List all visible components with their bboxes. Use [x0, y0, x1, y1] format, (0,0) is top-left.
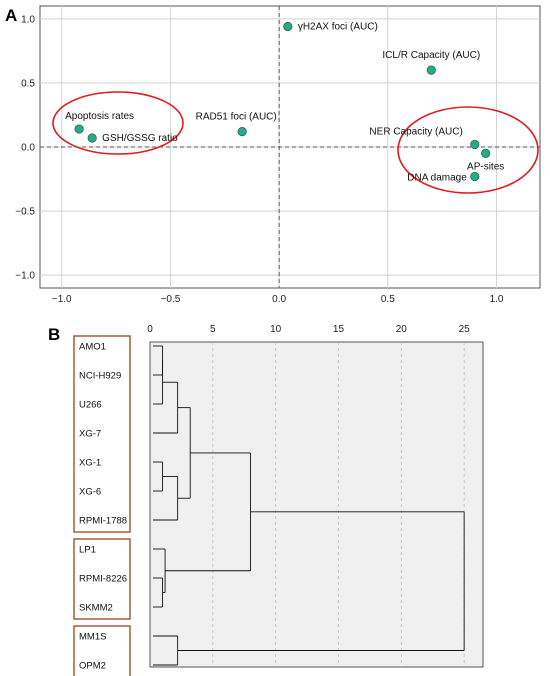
point-label: ICL/R Capacity (AUC)	[382, 50, 480, 61]
leaf-label: RPMI-1788	[79, 516, 127, 527]
dendrogram-grid	[212, 342, 465, 667]
panel-b-dendrogram: B 0 5 10 15 20 25 AMO1 NCI-H929 U266 XG-7 XG-1 XG-…	[48, 324, 484, 676]
y-tick-label: −0.5	[15, 207, 35, 218]
x-tick-label: −1.0	[52, 294, 72, 305]
scatter-point	[87, 133, 97, 143]
y-tick-label: 0.5	[21, 78, 35, 89]
scatter-reference-lines	[40, 6, 540, 288]
leaf-label: XG-1	[79, 458, 101, 469]
scatter-x-tick-labels: −1.0 −0.5 0.0 0.5 1.0	[52, 294, 504, 305]
panel-a-scatter: A γH2AX foci (AUC) ICL/R Capacity (AUC) Ap…	[5, 5, 541, 305]
panel-b-label: B	[48, 325, 60, 344]
leaf-label: XG-6	[79, 487, 101, 498]
dendrogram-plot-area	[149, 341, 484, 668]
leaf-label: OPM2	[79, 661, 106, 672]
scatter-grid	[40, 6, 540, 288]
point-label: GSH/GSSG ratio	[102, 133, 178, 144]
highlight-ellipse	[397, 106, 539, 194]
x-tick-label: 10	[270, 324, 282, 335]
cluster-box	[73, 335, 131, 533]
dendrogram-x-tick-labels: 0 5 10 15 20 25	[147, 324, 470, 335]
x-tick-label: 15	[333, 324, 345, 335]
scatter-points: γH2AX foci (AUC) ICL/R Capacity (AUC) Apop…	[65, 22, 504, 184]
scatter-point	[470, 171, 480, 182]
y-tick-label: 1.0	[21, 14, 35, 25]
scatter-point	[74, 124, 84, 134]
y-tick-label: −1.0	[15, 271, 35, 282]
panel-a-label: A	[5, 6, 17, 25]
scatter-y-tick-labels: −1.0 −0.5 0.0 0.5 1.0	[15, 14, 35, 281]
scatter-point	[283, 21, 293, 32]
point-label: RAD51 foci (AUC)	[196, 112, 277, 123]
x-tick-label: 0	[147, 324, 153, 335]
x-tick-label: 25	[459, 324, 471, 335]
leaf-label: AMO1	[79, 342, 106, 353]
leaf-label: SKMM2	[79, 603, 113, 614]
leaf-label: XG-7	[79, 429, 101, 440]
x-tick-label: 0.5	[381, 294, 395, 305]
scatter-point	[426, 65, 436, 75]
x-tick-label: 20	[396, 324, 408, 335]
point-label: NER Capacity (AUC)	[369, 126, 462, 137]
y-tick-label: 0.0	[21, 143, 35, 154]
leaf-label: RPMI-8226	[79, 574, 127, 585]
cluster-box	[73, 538, 131, 620]
point-label: DNA damage	[407, 172, 467, 183]
x-tick-label: 5	[210, 324, 216, 335]
leaf-label: LP1	[79, 545, 96, 556]
x-tick-label: 1.0	[490, 294, 504, 305]
point-label: γH2AX foci (AUC)	[298, 22, 378, 33]
point-label: AP-sites	[467, 161, 504, 172]
dendrogram-links	[153, 345, 465, 666]
scatter-point	[470, 139, 480, 150]
highlight-ellipses	[52, 91, 539, 194]
x-tick-label: 0.0	[272, 294, 286, 305]
leaf-label: U266	[79, 400, 102, 411]
cluster-boxes	[73, 335, 131, 676]
scatter-point	[237, 127, 247, 137]
scatter-point	[481, 148, 491, 159]
leaf-label: MM1S	[79, 632, 106, 643]
x-tick-label: −0.5	[161, 294, 181, 305]
cluster-box	[73, 625, 131, 676]
leaf-label: NCI-H929	[79, 371, 121, 382]
highlight-ellipse	[52, 91, 184, 155]
dendrogram-leaf-labels: AMO1 NCI-H929 U266 XG-7 XG-1 XG-6 RPMI-1788 LP1…	[79, 342, 127, 672]
point-label: Apoptosis rates	[65, 111, 134, 122]
